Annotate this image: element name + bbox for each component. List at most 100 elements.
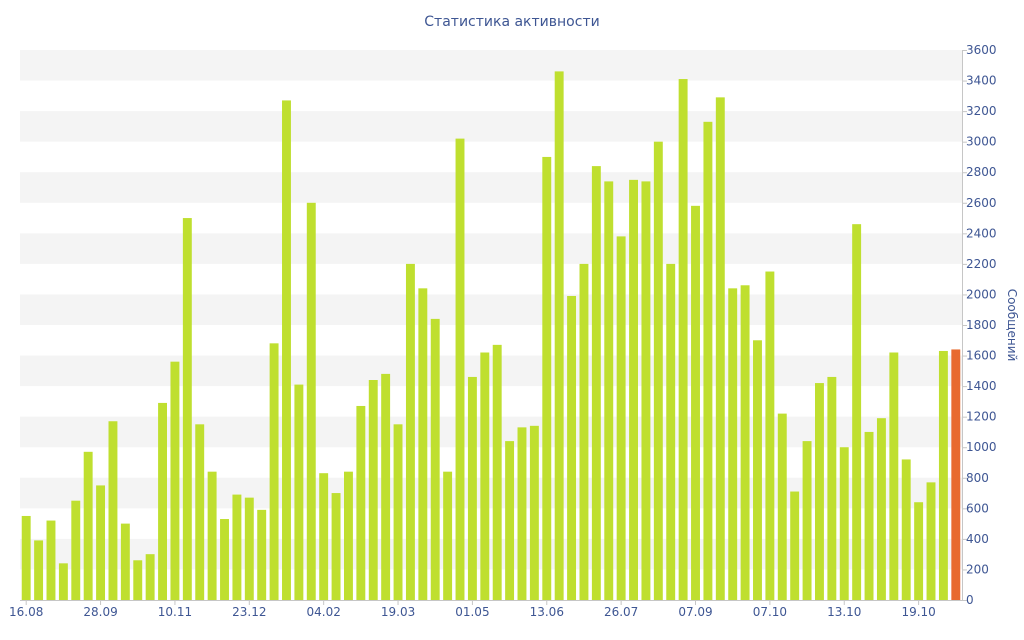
bar — [914, 502, 924, 600]
bar — [443, 471, 453, 600]
bar — [901, 459, 911, 600]
y-tick-label: 2000 — [966, 287, 997, 301]
bar — [133, 560, 143, 600]
bar — [604, 181, 614, 600]
x-tick-label: 07.10 — [753, 605, 787, 619]
y-tick-label: 1000 — [966, 440, 997, 454]
bar — [96, 485, 106, 600]
x-tick-label: 23.12 — [232, 605, 266, 619]
bar — [46, 520, 56, 600]
bar — [368, 380, 378, 600]
bar — [926, 482, 936, 600]
y-tick-label: 2200 — [966, 257, 997, 271]
bar — [158, 402, 167, 600]
chart-title: Статистика активности — [424, 14, 600, 30]
bar — [480, 352, 490, 600]
y-tick-label: 0 — [966, 593, 974, 607]
bar — [319, 473, 329, 600]
bar — [220, 519, 229, 600]
bar — [21, 515, 31, 600]
bar — [83, 451, 93, 600]
y-tick-label: 2600 — [966, 196, 997, 210]
bar — [529, 425, 539, 600]
bar — [827, 376, 837, 600]
bar — [356, 405, 366, 600]
bar — [381, 373, 391, 600]
bar — [232, 494, 242, 600]
bar — [703, 121, 713, 600]
y-tick-label: 1200 — [966, 410, 997, 424]
bar — [467, 376, 477, 600]
bar — [876, 418, 886, 600]
grid-band — [20, 294, 962, 325]
y-tick-labels: 0 200 400 600 800 1000 1200 1400 1600 1800 2000 220… — [962, 43, 997, 607]
bar — [195, 424, 205, 600]
bar — [728, 288, 738, 600]
bar — [108, 421, 118, 600]
y-tick-label: 2800 — [966, 165, 997, 179]
bar — [889, 352, 899, 600]
bar — [34, 540, 44, 600]
y-tick-label: 2400 — [966, 226, 997, 240]
bar — [182, 218, 192, 600]
bar — [71, 500, 81, 600]
bar — [418, 288, 428, 600]
grid-band — [20, 172, 962, 203]
bar — [207, 471, 217, 600]
bar — [616, 236, 626, 600]
x-tick-label: 10.11 — [158, 605, 192, 619]
x-tick-label: 19.10 — [901, 605, 935, 619]
x-tick-labels: 16.08 28.09 10.11 23.12 04.02 19.03 01.05 13.06… — [9, 600, 936, 619]
bar — [306, 202, 316, 600]
y-tick-label: 600 — [966, 501, 989, 515]
bar — [839, 447, 849, 600]
bar — [864, 431, 874, 600]
y-axis-label: Сообщений — [1005, 289, 1019, 362]
bar — [579, 263, 589, 600]
x-tick-label: 01.05 — [455, 605, 489, 619]
x-tick-label: 13.06 — [530, 605, 564, 619]
bar — [666, 263, 676, 600]
bar — [852, 224, 862, 601]
bar — [492, 344, 502, 600]
y-tick-label: 400 — [966, 532, 989, 546]
grid-band — [20, 111, 962, 142]
bar — [678, 79, 688, 600]
bar — [753, 340, 762, 600]
bar — [405, 263, 415, 600]
bar — [629, 179, 638, 601]
bar — [430, 318, 440, 600]
bar — [145, 554, 155, 600]
bar — [653, 141, 663, 601]
bar — [331, 493, 341, 600]
x-tick-label: 28.09 — [83, 605, 117, 619]
bar — [815, 383, 824, 600]
y-tick-label: 3200 — [966, 104, 997, 118]
x-tick-label: 26.07 — [604, 605, 638, 619]
y-tick-label: 3400 — [966, 74, 997, 88]
bar — [269, 343, 279, 600]
y-tick-label: 1600 — [966, 349, 997, 363]
bar — [938, 350, 948, 600]
bar — [715, 97, 725, 601]
bar — [393, 424, 403, 600]
grid-band — [20, 50, 962, 81]
x-tick-label: 07.09 — [678, 605, 712, 619]
x-tick-label: 16.08 — [9, 605, 43, 619]
bar — [777, 413, 787, 600]
x-tick-label: 04.02 — [306, 605, 340, 619]
y-tick-label: 800 — [966, 471, 989, 485]
bar — [58, 563, 68, 600]
y-tick-label: 1800 — [966, 318, 997, 332]
bar — [554, 71, 564, 600]
bar — [455, 138, 465, 601]
bar — [691, 205, 700, 600]
bar-current — [951, 349, 961, 600]
bar — [790, 491, 800, 600]
y-tick-label: 200 — [966, 562, 989, 576]
y-tick-label: 3000 — [966, 135, 997, 149]
bar — [244, 497, 254, 600]
x-tick-label: 13.10 — [827, 605, 861, 619]
bar — [505, 441, 515, 600]
